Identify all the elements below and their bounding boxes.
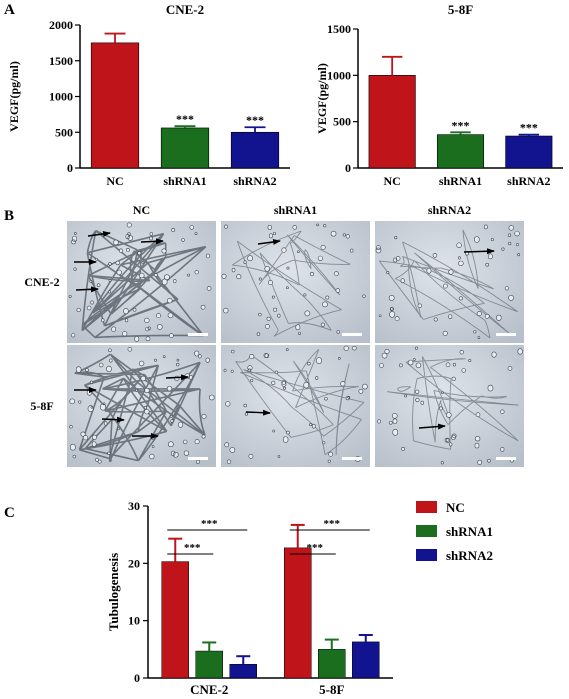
a2-sig-shrna2: *** — [520, 121, 538, 135]
arrow-marker — [245, 409, 271, 416]
c-y-tick-20: 20 — [128, 556, 140, 570]
micro-col-shrna1: shRNA1 — [274, 203, 317, 217]
chart-58f-vegf: 5-8F VEGF(pg/ml) 0 500 1000 1500 NC shRNA1 *** sh… — [315, 2, 563, 188]
c-y-tick-0: 0 — [134, 671, 140, 685]
a2-y-tick-1500: 1500 — [327, 22, 351, 36]
a1-bar-shrna2 — [230, 131, 280, 169]
micro-col-nc: NC — [133, 203, 150, 217]
micrograph-cells — [68, 222, 212, 342]
micro-row-cne-2: CNE-2 — [24, 275, 59, 289]
c-legend-swatch-shrna1 — [416, 525, 437, 537]
c-sig-label-cne-2-shrna1: *** — [184, 542, 201, 554]
arrow-marker — [101, 416, 125, 423]
micrograph-cne-2-shrna1 — [221, 221, 370, 343]
micrograph-cells — [221, 223, 366, 336]
micrograph-cells — [375, 224, 521, 339]
arrow-marker — [257, 238, 281, 245]
arrow-marker — [75, 286, 99, 293]
arrow-marker — [165, 374, 189, 381]
a2-y-label: VEGF(pg/ml) — [315, 63, 329, 134]
arrow-marker — [140, 238, 164, 245]
c-legend-label-nc: NC — [446, 500, 465, 515]
a1-y-tick-2000: 2000 — [49, 18, 73, 32]
scale-bar — [188, 333, 208, 336]
c-y-label: Tubulogenesis — [106, 553, 121, 631]
panel-letter-c: C — [4, 505, 15, 521]
micrograph-5-8f-shrna1 — [221, 345, 370, 467]
a2-bar-shrna2 — [505, 135, 553, 169]
c-sig-label-cne-2-shrna2: *** — [201, 518, 218, 530]
micrograph-tube-network — [231, 230, 351, 337]
micrograph-5-8f-shrna2 — [375, 345, 524, 467]
micrograph-tube-network — [378, 229, 519, 339]
c-bar-cne-2-shrna1 — [195, 650, 223, 679]
c-bar-cne-2-nc — [161, 561, 189, 679]
micrograph-tube-network — [74, 353, 206, 463]
a2-y-tick-500: 500 — [333, 115, 351, 129]
a2-title: 5-8F — [448, 2, 473, 17]
a1-y-tick-0: 0 — [67, 161, 73, 175]
chart-cne2-vegf: CNE-2 VEGF(pg/ml) 0 500 1000 1500 2000 NC shRNA1… — [7, 2, 290, 188]
scale-bar — [342, 333, 362, 336]
c-legend-label-shrna2: shRNA2 — [446, 548, 493, 563]
scale-bar — [496, 457, 516, 460]
a2-bar-nc — [368, 75, 416, 169]
a1-x-tick-shrna1: shRNA1 — [163, 174, 206, 188]
a1-x-tick-nc: NC — [106, 174, 123, 188]
micro-row-5-8f: 5-8F — [30, 399, 53, 413]
a1-y-tick-1000: 1000 — [49, 90, 73, 104]
a2-bar-shrna1 — [436, 134, 485, 169]
arrow-marker — [418, 423, 446, 430]
a1-x-tick-shrna2: shRNA2 — [233, 174, 276, 188]
a1-y-tick-1500: 1500 — [49, 54, 73, 68]
panel-letter-a: A — [4, 2, 15, 18]
micrograph-tube-network — [387, 356, 519, 450]
c-bar-5-8f-nc — [284, 547, 312, 679]
a1-y-label: VEGF(pg/ml) — [7, 61, 21, 132]
c-x-tick-cne-2: CNE-2 — [190, 682, 228, 697]
a2-y-tick-0: 0 — [345, 161, 351, 175]
micrograph-cne-2-shrna2 — [375, 221, 524, 343]
a2-x-tick-shrna2: shRNA2 — [507, 174, 550, 188]
c-bar-5-8f-shrna1 — [318, 649, 346, 679]
a1-y-tick-500: 500 — [55, 125, 73, 139]
micrograph-grid: NC shRNA1 shRNA2 CNE-2 5-8F — [24, 203, 524, 467]
a1-bar-shrna1 — [160, 127, 210, 169]
micrograph-cells — [377, 346, 523, 466]
c-y-tick-10: 10 — [128, 614, 140, 628]
scale-bar — [342, 457, 362, 460]
a1-sig-shrna1: *** — [176, 112, 194, 126]
c-legend-swatch-nc — [416, 501, 437, 513]
arrow-marker — [463, 248, 495, 255]
c-y-tick-30: 30 — [128, 499, 140, 513]
c-bar-cne-2-shrna2 — [229, 663, 257, 679]
scale-bar — [188, 457, 208, 460]
c-bar-5-8f-shrna2 — [352, 641, 380, 679]
c-sig-label-5-8f-shrna1: *** — [307, 542, 324, 554]
a2-sig-shrna1: *** — [452, 118, 470, 132]
a2-x-tick-shrna1: shRNA1 — [439, 174, 482, 188]
micrograph-5-8f-nc — [67, 345, 216, 467]
a2-x-tick-nc: NC — [383, 174, 400, 188]
c-legend-swatch-shrna2 — [416, 549, 437, 561]
c-legend-label-shrna1: shRNA1 — [446, 524, 493, 539]
c-x-tick-5-8f: 5-8F — [319, 682, 344, 697]
micro-col-shrna2: shRNA2 — [428, 203, 471, 217]
a1-bar-nc — [90, 42, 140, 169]
c-sig-label-5-8f-shrna2: *** — [324, 518, 341, 530]
micrograph-cne-2-nc — [67, 221, 216, 343]
scale-bar — [496, 333, 516, 336]
panel-letter-b: B — [4, 208, 14, 224]
a2-y-tick-1000: 1000 — [327, 68, 351, 82]
a1-sig-shrna2: *** — [246, 113, 264, 127]
arrow-marker — [87, 230, 111, 237]
a1-title: CNE-2 — [166, 2, 204, 17]
